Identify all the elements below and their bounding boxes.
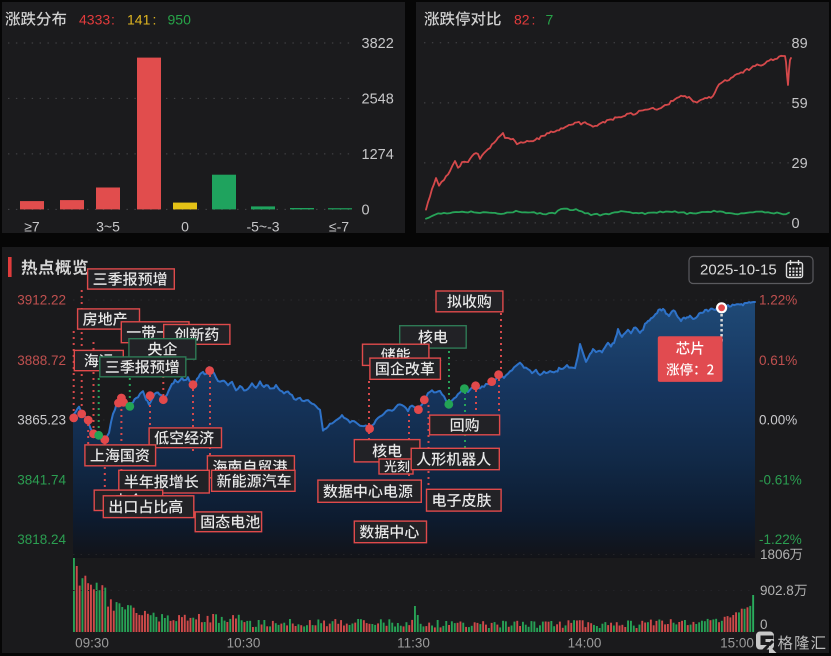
svg-text:3~5: 3~5 [96,219,120,235]
svg-text:82: 82 [514,12,530,28]
svg-text:≥7: ≥7 [24,219,40,235]
svg-text::: : [532,12,536,28]
svg-text:3818.24: 3818.24 [17,532,66,547]
svg-text:59: 59 [792,96,808,112]
svg-text::: : [153,12,157,28]
svg-text:2025-10-15: 2025-10-15 [700,262,777,279]
svg-text:3841.74: 3841.74 [17,473,66,488]
svg-text:0.61%: 0.61% [759,353,797,368]
svg-text:2548: 2548 [362,91,394,107]
svg-text:89: 89 [792,36,808,52]
svg-text:11:30: 11:30 [397,636,430,651]
svg-text:950: 950 [168,12,192,28]
svg-text:10:30: 10:30 [227,636,261,651]
svg-text:0: 0 [362,202,370,218]
svg-text:09:30: 09:30 [75,636,109,651]
svg-text:7: 7 [546,12,554,28]
svg-text:4333: 4333 [79,12,110,28]
svg-text:0: 0 [792,216,800,232]
svg-text:0: 0 [760,617,768,632]
svg-text:3888.72: 3888.72 [17,353,66,368]
svg-text:-0.61%: -0.61% [759,473,802,488]
svg-text:141: 141 [127,12,151,28]
svg-text:0: 0 [181,219,189,235]
svg-text:3912.22: 3912.22 [17,293,66,308]
svg-text:14:00: 14:00 [568,636,602,651]
svg-text:3865.23: 3865.23 [17,413,66,428]
svg-text:15:00: 15:00 [720,636,754,651]
svg-text:-5~-3: -5~-3 [246,219,279,235]
svg-text:1806: 1806 [760,547,790,562]
svg-text:-1.22%: -1.22% [759,532,802,547]
svg-text:1.22%: 1.22% [759,293,797,308]
svg-text:0.00%: 0.00% [759,413,797,428]
svg-text:≤-7: ≤-7 [329,219,349,235]
svg-text:1274: 1274 [362,147,394,163]
svg-text::: : [111,12,115,28]
svg-text:902.8: 902.8 [760,583,794,598]
svg-text:29: 29 [792,156,808,172]
svg-text:3822: 3822 [362,36,394,52]
